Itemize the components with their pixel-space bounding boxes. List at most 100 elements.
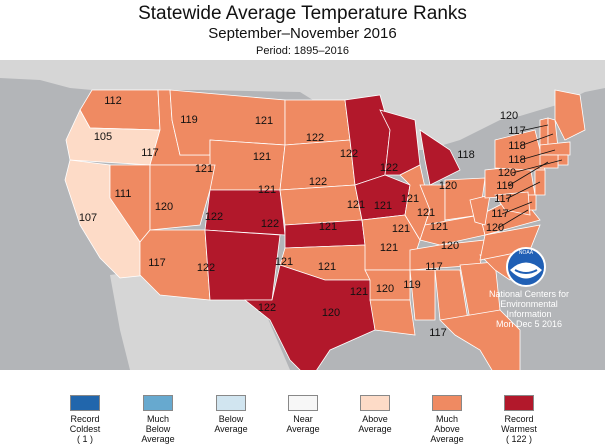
state-ut [149, 164, 216, 231]
rank-label-vt: 117 [508, 125, 526, 137]
state-mi [419, 129, 461, 186]
legend-below: Below Average [196, 395, 266, 434]
rank-label-tn: 121 [380, 242, 398, 254]
rank-label-co: 122 [205, 211, 223, 223]
rank-label-wi: 122 [340, 148, 358, 160]
rank-label-ct: 119 [496, 180, 514, 192]
state-me [554, 89, 586, 141]
leader-line [501, 201, 533, 215]
rank-label-tx: 122 [258, 302, 276, 314]
legend-label-2: Average [358, 424, 392, 434]
map-title: Statewide Average Temperature Ranks [138, 3, 467, 24]
rank-label-md: 120 [486, 222, 504, 234]
rank-label-al: 120 [376, 283, 394, 295]
leader-line [497, 209, 529, 229]
legend-label-2: Warmest [501, 424, 537, 434]
rank-label-id: 117 [141, 147, 159, 159]
rank-label-oh: 121 [401, 193, 419, 205]
state-la [369, 299, 416, 336]
rank-label-az: 117 [148, 257, 166, 269]
legend-near: Near Average [268, 395, 338, 434]
legend-label-1: Much [435, 414, 458, 424]
rank-label-il: 121 [347, 199, 365, 211]
rank-label-nc: 120 [441, 240, 459, 252]
rank-label-wv: 121 [417, 207, 435, 219]
legend-label-1: Above [362, 414, 388, 424]
leader-line [511, 159, 563, 174]
rank-label-ky: 121 [392, 223, 410, 235]
legend-swatch [288, 395, 318, 411]
state-fl [439, 309, 521, 370]
rank-label-ri: 120 [498, 167, 516, 179]
rank-label-ga: 119 [403, 279, 421, 291]
rank-label-ne: 121 [258, 184, 276, 196]
rank-label-pa: 120 [439, 180, 457, 192]
rank-label-ok: 121 [275, 256, 293, 268]
rank-label-ks: 122 [261, 218, 279, 230]
legend-label-2: Below [145, 424, 171, 434]
legend-swatch [432, 395, 462, 411]
noaa-logo-text: NOAA [519, 250, 534, 256]
legend-swatch [216, 395, 246, 411]
state-wy [209, 139, 286, 191]
legend-label-3: ( 1 ) [76, 434, 93, 444]
legend-swatch [504, 395, 534, 411]
state-nj [534, 169, 546, 196]
rank-label-nv: 111 [115, 188, 132, 200]
rank-label-ar: 121 [318, 261, 336, 273]
rank-label-mt: 119 [180, 114, 198, 126]
map-subtitle: September–November 2016 [208, 25, 397, 42]
legend-label-1: Record [70, 414, 100, 424]
legend-swatch [143, 395, 173, 411]
legend-label-1: Near [293, 414, 313, 424]
legend-label-2: Above [434, 424, 460, 434]
rank-label-la: 120 [322, 307, 340, 319]
rank-label-de: 117 [491, 208, 509, 220]
legend-much-below: Much Below Average [123, 395, 193, 444]
credit-line-1: National Centers for [488, 289, 570, 299]
leader-line [519, 149, 556, 161]
rank-label-mo: 121 [319, 221, 337, 233]
state-tx [243, 264, 376, 370]
legend-label-3: ( 122 ) [505, 434, 532, 444]
rank-labels-layer: 1121051071171111191211201171221221211211… [79, 95, 563, 339]
rank-label-wy: 121 [195, 163, 213, 175]
legend-swatch [70, 395, 100, 411]
rank-label-or: 105 [94, 131, 112, 143]
leader-line [519, 124, 549, 132]
legend-label-1: Much [146, 414, 169, 424]
rank-label-me: 120 [500, 110, 518, 122]
rank-label-nh: 118 [508, 140, 526, 152]
legend-label-1: Below [218, 414, 244, 424]
credit-line-2: Environmental [500, 299, 558, 309]
rank-label-va: 121 [430, 221, 448, 233]
credit-date: Mon Dec 5 2016 [495, 319, 563, 329]
legend-label-2: Average [214, 424, 248, 434]
legend-label-3: Average [430, 434, 464, 444]
state-nm [204, 229, 281, 301]
leader-line [505, 181, 541, 200]
leader-line [507, 161, 549, 187]
states-layer [64, 89, 586, 370]
legend-label-1: Record [504, 414, 534, 424]
legend-much-above: Much Above Average [412, 395, 482, 444]
state-ri [557, 154, 569, 166]
legend-record-warmest: Record Warmest ( 122 ) [484, 395, 554, 444]
state-wv [469, 194, 491, 226]
rank-label-nj: 117 [494, 193, 512, 205]
rank-label-ut: 120 [155, 201, 173, 213]
canada-land [0, 60, 605, 150]
legend-record-coldest: Record Coldest ( 1 ) [50, 395, 120, 444]
map-period: Period: 1895–2016 [256, 45, 349, 57]
legend-swatch [360, 395, 390, 411]
rank-label-ny: 118 [457, 149, 475, 161]
legend-label-3: Average [141, 434, 175, 444]
rank-label-sc: 117 [425, 261, 443, 273]
rank-label-in: 121 [374, 200, 392, 212]
credit-line-3: Information [506, 309, 552, 319]
noaa-logo: NOAA [506, 247, 546, 287]
legend-label-2: Average [286, 424, 320, 434]
rank-label-ia: 122 [309, 176, 327, 188]
us-state-rank-map: 1121051071171111191211201171221221211211… [0, 60, 605, 370]
